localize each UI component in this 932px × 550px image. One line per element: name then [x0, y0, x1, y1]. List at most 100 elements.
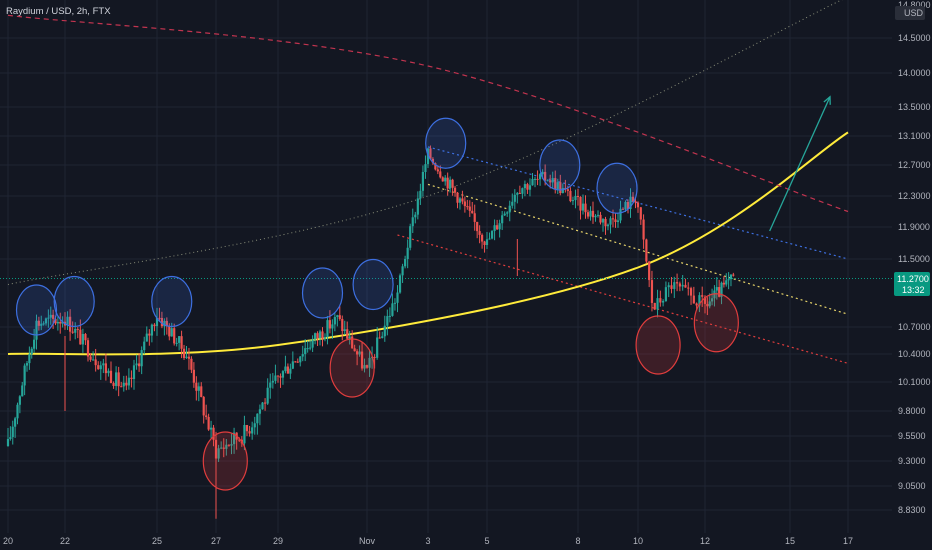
candle-body — [331, 324, 334, 329]
candle-body — [650, 280, 654, 303]
candle-body — [480, 234, 484, 242]
candle-body — [503, 213, 506, 216]
candle-body — [722, 282, 725, 285]
candle-body — [601, 218, 605, 223]
time-tick-label: Nov — [359, 536, 376, 546]
candle-body — [127, 377, 130, 386]
candle-body — [122, 382, 125, 387]
blue-highlight-ellipse[interactable] — [53, 275, 95, 328]
red-dashed-arc[interactable] — [7, 14, 849, 213]
candle-body — [589, 210, 592, 217]
blue-highlight-ellipse[interactable] — [301, 267, 344, 319]
red-dotted-trendline[interactable] — [397, 234, 849, 364]
candle-body — [373, 356, 376, 358]
candle-body — [596, 214, 600, 216]
candle-body — [718, 287, 721, 297]
candle-body — [414, 214, 417, 218]
candle-body — [94, 359, 97, 366]
price-tick-label: 10.7000 — [898, 322, 931, 332]
upward-arrow[interactable] — [769, 96, 831, 232]
currency-badge[interactable]: USD — [895, 6, 925, 20]
candle-body — [409, 226, 412, 248]
candle-body — [180, 336, 183, 349]
candle-body — [84, 333, 87, 341]
price-tick-label: 13.5000 — [898, 102, 931, 112]
red-highlight-ellipse[interactable] — [693, 293, 739, 353]
candle-body — [599, 214, 602, 223]
candle-body — [549, 180, 552, 183]
candle-body — [439, 171, 442, 178]
blue-highlight-ellipse[interactable] — [539, 139, 581, 191]
candle-body — [703, 296, 707, 304]
price-axis-top-cut-label: 14.8000 — [898, 0, 931, 10]
candle-body — [419, 190, 422, 199]
price-axis[interactable]: 14.5000 14.0000 13.5000 13.1000 12.7000 12.30… — [892, 0, 932, 533]
candle-body — [701, 295, 704, 297]
candle-body — [214, 439, 218, 459]
blue-highlight-ellipse[interactable] — [352, 258, 394, 311]
candle-body — [343, 329, 346, 332]
candle-body — [531, 179, 534, 186]
candle-body — [624, 201, 627, 210]
candle-body — [178, 336, 181, 343]
candle-body — [341, 318, 344, 332]
candle-body — [715, 287, 718, 291]
time-axis[interactable]: 20 22 25 27 29 Nov 3 5 8 10 12 15 17 — [0, 533, 932, 550]
red-highlight-ellipse[interactable] — [202, 431, 248, 491]
blue-highlight-ellipse[interactable] — [15, 284, 58, 336]
candle-body — [451, 179, 454, 188]
price-tick-label: 10.4000 — [898, 349, 931, 359]
candle-body — [664, 287, 668, 301]
candle-body — [616, 220, 620, 223]
candle-body — [556, 182, 559, 190]
candle-body — [401, 266, 404, 276]
red-highlight-ellipse[interactable] — [635, 315, 681, 375]
candle-body — [629, 196, 632, 210]
candle-body — [336, 315, 339, 318]
candle-body — [523, 184, 527, 189]
candle-body — [245, 424, 249, 432]
candle-body — [207, 416, 210, 430]
candle-body — [11, 426, 14, 438]
candle-body — [321, 331, 324, 339]
red-highlight-ellipse[interactable] — [329, 338, 375, 398]
yellow-dotted-trendline[interactable] — [427, 183, 849, 315]
candle-body — [200, 386, 203, 397]
blue-highlight-ellipse[interactable] — [596, 162, 638, 214]
yellow-support-curve[interactable] — [7, 131, 849, 356]
candle-body — [309, 347, 312, 349]
blue-highlight-ellipse[interactable] — [425, 117, 467, 169]
candle-body — [299, 356, 302, 363]
candle-body — [202, 396, 205, 416]
candle-body — [209, 427, 213, 430]
candle-body — [478, 231, 481, 235]
price-tick-label: 9.8000 — [898, 406, 926, 416]
candle-body — [436, 169, 439, 172]
candle-body — [516, 192, 519, 195]
candle-body — [296, 361, 299, 363]
candle-body — [488, 238, 491, 240]
candle-body — [140, 350, 143, 367]
candle-body — [406, 247, 409, 260]
candle-body — [483, 241, 486, 245]
candle-body — [391, 303, 394, 316]
candle-body — [611, 218, 615, 220]
candle-body — [393, 302, 397, 304]
candle-body — [28, 354, 31, 364]
candle-body — [648, 261, 651, 281]
candle-body — [449, 179, 452, 189]
candle-body — [604, 218, 607, 227]
candle-body — [56, 321, 59, 324]
last-price-countdown: 13:32 — [902, 285, 925, 295]
candle-body — [187, 356, 191, 359]
candle-body — [476, 221, 479, 232]
candle-body — [536, 178, 539, 180]
candle-body — [168, 326, 171, 337]
candle-body — [559, 182, 562, 194]
candle-body — [569, 190, 572, 202]
candle-body — [230, 444, 233, 446]
blue-highlight-ellipse[interactable] — [151, 275, 193, 328]
candle-body — [304, 348, 307, 355]
candle-body — [291, 361, 294, 369]
